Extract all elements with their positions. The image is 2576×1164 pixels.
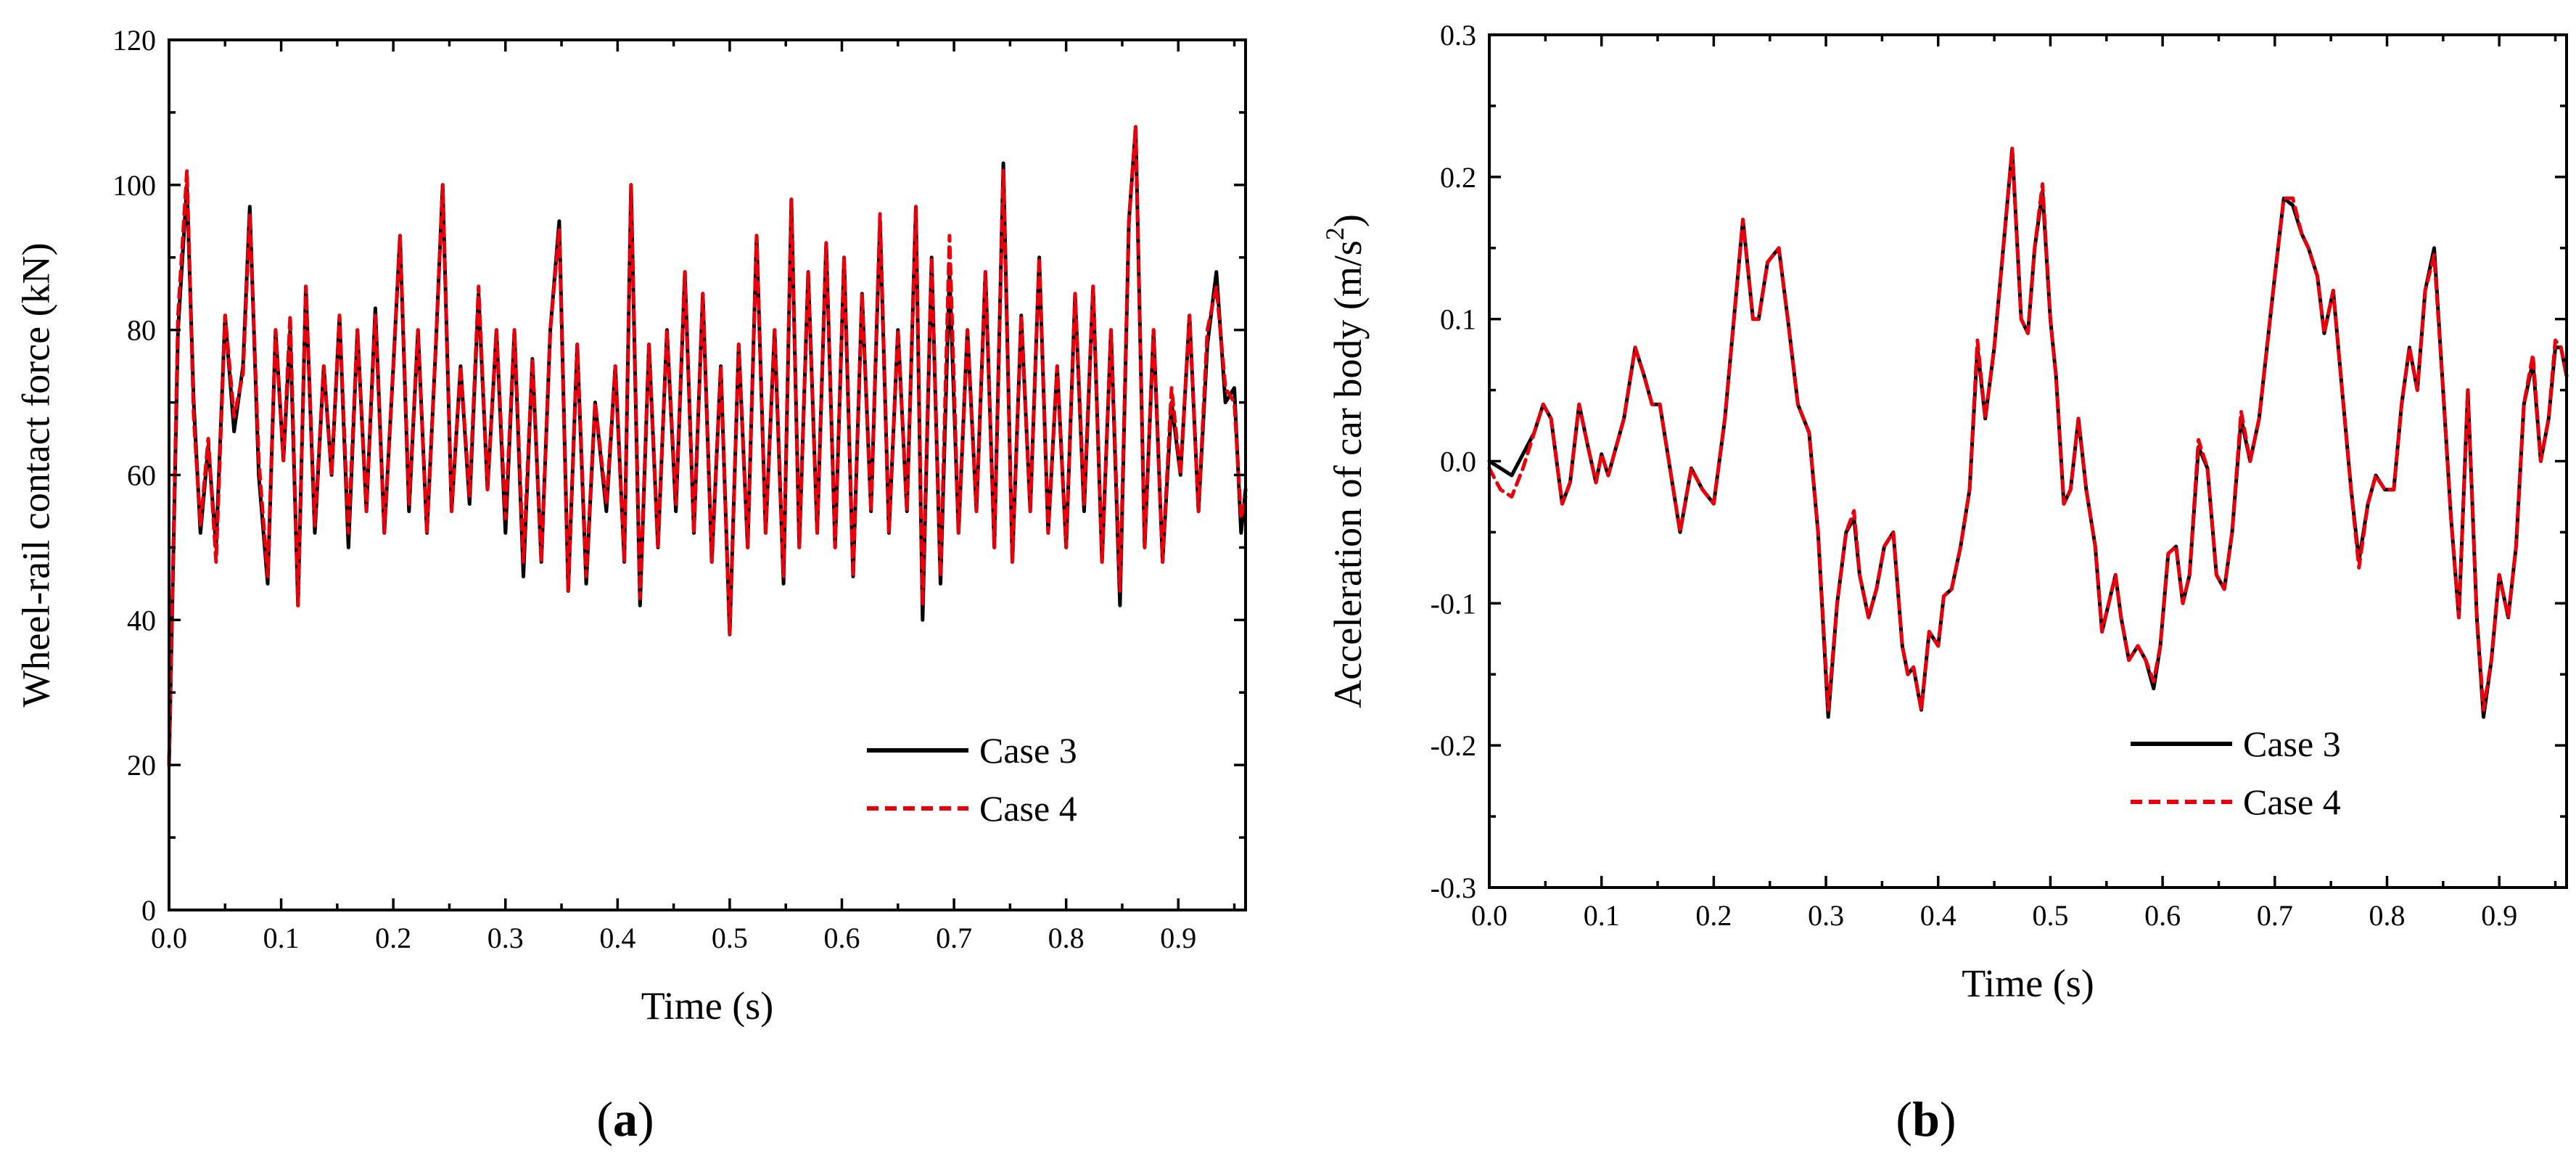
- x-tick-label-b: 0.7: [2257, 899, 2293, 932]
- y-tick-label-a: 120: [112, 24, 156, 57]
- legend-label-case-3-a: Case 3: [979, 730, 1077, 771]
- ticks-b: [1488, 33, 2567, 889]
- x-axis-label-b: Time (s): [1962, 962, 2094, 1005]
- x-tick-label-a: 0.5: [712, 922, 748, 954]
- chart-panel-b: 0.0 0.1 0.2 0.3 0.4 0.5 0.6 0.7 0.8 0.9 -0.3 -0.2 -0…: [1320, 19, 2569, 1147]
- x-tick-label-a: 0.3: [487, 922, 524, 954]
- y-tick-label-a: 20: [127, 749, 156, 782]
- x-tick-label-a: 0.6: [824, 922, 860, 954]
- x-tick-label-a: 0.4: [599, 922, 635, 954]
- legend-label-case-4-b: Case 4: [2243, 782, 2341, 822]
- panel-tag-letter-b: b: [1912, 1091, 1940, 1147]
- x-tick-label-a: 0.7: [936, 922, 972, 954]
- y-tick-label-b: 0.0: [1440, 446, 1476, 478]
- x-tick-label-b: 0.3: [1808, 899, 1844, 932]
- x-tick-label-b: 0.8: [2369, 899, 2406, 932]
- x-tick-label-b: 0.1: [1584, 899, 1620, 932]
- y-tick-label-a: 40: [127, 604, 156, 636]
- series-layer-b: [1487, 147, 2569, 719]
- x-tick-label-b: 0.9: [2481, 899, 2517, 932]
- y-tick-label-b: -0.3: [1431, 872, 1476, 904]
- chart-panel-a: 0.0 0.1 0.2 0.3 0.4 0.5 0.6 0.7 0.8 0.9 0 20 40 60 80 1…: [14, 24, 1248, 1147]
- series-line-case-4-a: [167, 125, 1248, 767]
- plot-frame-b: [1488, 33, 2568, 889]
- panel-tag-b: (b): [1896, 1091, 1956, 1147]
- series-line-case-3-b: [1487, 147, 2569, 719]
- x-tick-label-a: 0.8: [1048, 922, 1085, 954]
- x-tick-label-b: 0.0: [1471, 899, 1507, 932]
- tick-labels-b: 0.0 0.1 0.2 0.3 0.4 0.5 0.6 0.7 0.8 0.9 -0.3 -0.2 -0…: [1431, 19, 2518, 932]
- y-axis-label-b-text: Acceleration of car body (m/s: [1326, 240, 1370, 708]
- series-layer-a: [167, 125, 1248, 767]
- y-tick-label-a: 0: [141, 894, 156, 927]
- x-tick-label-a: 0.0: [151, 922, 187, 954]
- x-tick-label-a: 0.2: [375, 922, 411, 954]
- y-axis-label-b-superscript: 2: [1320, 227, 1349, 240]
- panel-tag-letter-a: a: [613, 1091, 638, 1147]
- x-tick-label-b: 0.6: [2144, 899, 2181, 932]
- x-tick-label-b: 0.4: [1920, 899, 1956, 932]
- legend-a: Case 3 Case 4: [867, 730, 1077, 829]
- y-tick-label-a: 80: [127, 314, 156, 347]
- x-axis-label-a: Time (s): [641, 984, 774, 1028]
- y-axis-label-a: Wheel-rail contact force (kN): [14, 242, 57, 707]
- x-tick-label-b: 0.5: [2032, 899, 2068, 932]
- series-line-case-4-b: [1487, 147, 2569, 712]
- tick-labels-a: 0.0 0.1 0.2 0.3 0.4 0.5 0.6 0.7 0.8 0.9 0 20 40 60 80 1…: [112, 24, 1196, 954]
- x-tick-label-a: 0.9: [1160, 922, 1196, 954]
- ticks-a: [168, 38, 1246, 911]
- y-tick-label-a: 100: [112, 169, 156, 202]
- y-tick-label-a: 60: [127, 459, 156, 492]
- y-tick-label-b: -0.1: [1431, 587, 1476, 620]
- y-axis-label-b: Acceleration of car body (m/s2): [1320, 214, 1370, 708]
- y-tick-label-b: -0.2: [1431, 729, 1476, 762]
- legend-label-case-4-a: Case 4: [979, 788, 1077, 829]
- y-axis-label-b-close: ): [1326, 214, 1370, 227]
- y-tick-label-b: 0.2: [1440, 161, 1476, 194]
- y-tick-label-b: 0.3: [1440, 19, 1476, 52]
- y-tick-label-b: 0.1: [1440, 303, 1476, 336]
- legend-label-case-3-b: Case 3: [2243, 724, 2341, 764]
- legend-b: Case 3 Case 4: [2131, 724, 2341, 822]
- panel-tag-a: (a): [596, 1091, 654, 1147]
- x-tick-label-b: 0.2: [1695, 899, 1732, 932]
- x-tick-label-a: 0.1: [263, 922, 300, 954]
